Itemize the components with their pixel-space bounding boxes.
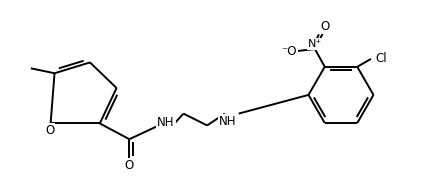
Text: O: O xyxy=(320,20,329,33)
Text: O: O xyxy=(125,159,134,172)
Text: ⁻O: ⁻O xyxy=(281,44,297,57)
Text: NH: NH xyxy=(157,116,175,129)
Text: Cl: Cl xyxy=(375,52,387,65)
Text: N⁺: N⁺ xyxy=(308,39,322,49)
Text: O: O xyxy=(45,124,54,137)
Text: NH: NH xyxy=(219,115,236,128)
